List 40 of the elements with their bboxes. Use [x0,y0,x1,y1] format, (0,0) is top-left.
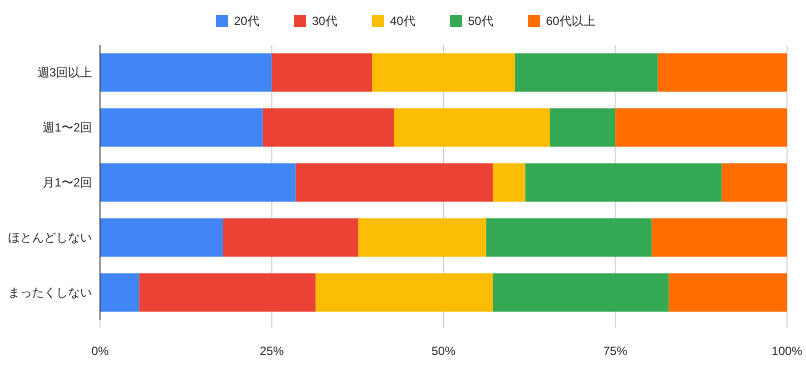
y-tick-label: 週1〜2回 [42,120,92,134]
x-tick-label: 100% [772,344,803,358]
bar [394,108,550,147]
x-tick-label: 25% [260,344,284,358]
y-tick-label: まったくしない [8,286,92,300]
bar [358,218,486,257]
bar [615,108,787,147]
y-tick-label: ほとんどしない [8,230,92,244]
legend-label: 60代以上 [546,14,596,28]
bar [486,218,652,257]
bar [550,108,616,147]
bar [492,163,526,202]
bar [262,108,394,147]
legend-label: 50代 [468,14,494,28]
y-tick-label: 月1〜2回 [42,176,92,190]
x-tick-label: 50% [431,344,456,358]
legend-label: 20代 [234,14,260,28]
bar [668,273,787,312]
bar [722,163,787,202]
bar [139,273,316,312]
bar [658,53,787,92]
bar [525,163,722,202]
legend-label: 30代 [312,14,338,28]
bar [100,163,296,202]
bar [222,218,358,257]
legend-label: 40代 [390,14,416,28]
bar [100,273,140,312]
bar [100,218,223,257]
bar [100,108,263,147]
x-tick-label: 0% [91,344,109,358]
bar [296,163,493,202]
bar [100,53,272,92]
bar [372,53,515,92]
bar [514,53,658,92]
bar [272,53,372,92]
x-tick-label: 75% [603,344,628,358]
bar [652,218,787,257]
bar [316,273,493,312]
bar [492,273,669,312]
y-tick-label: 週3回以上 [37,66,92,80]
